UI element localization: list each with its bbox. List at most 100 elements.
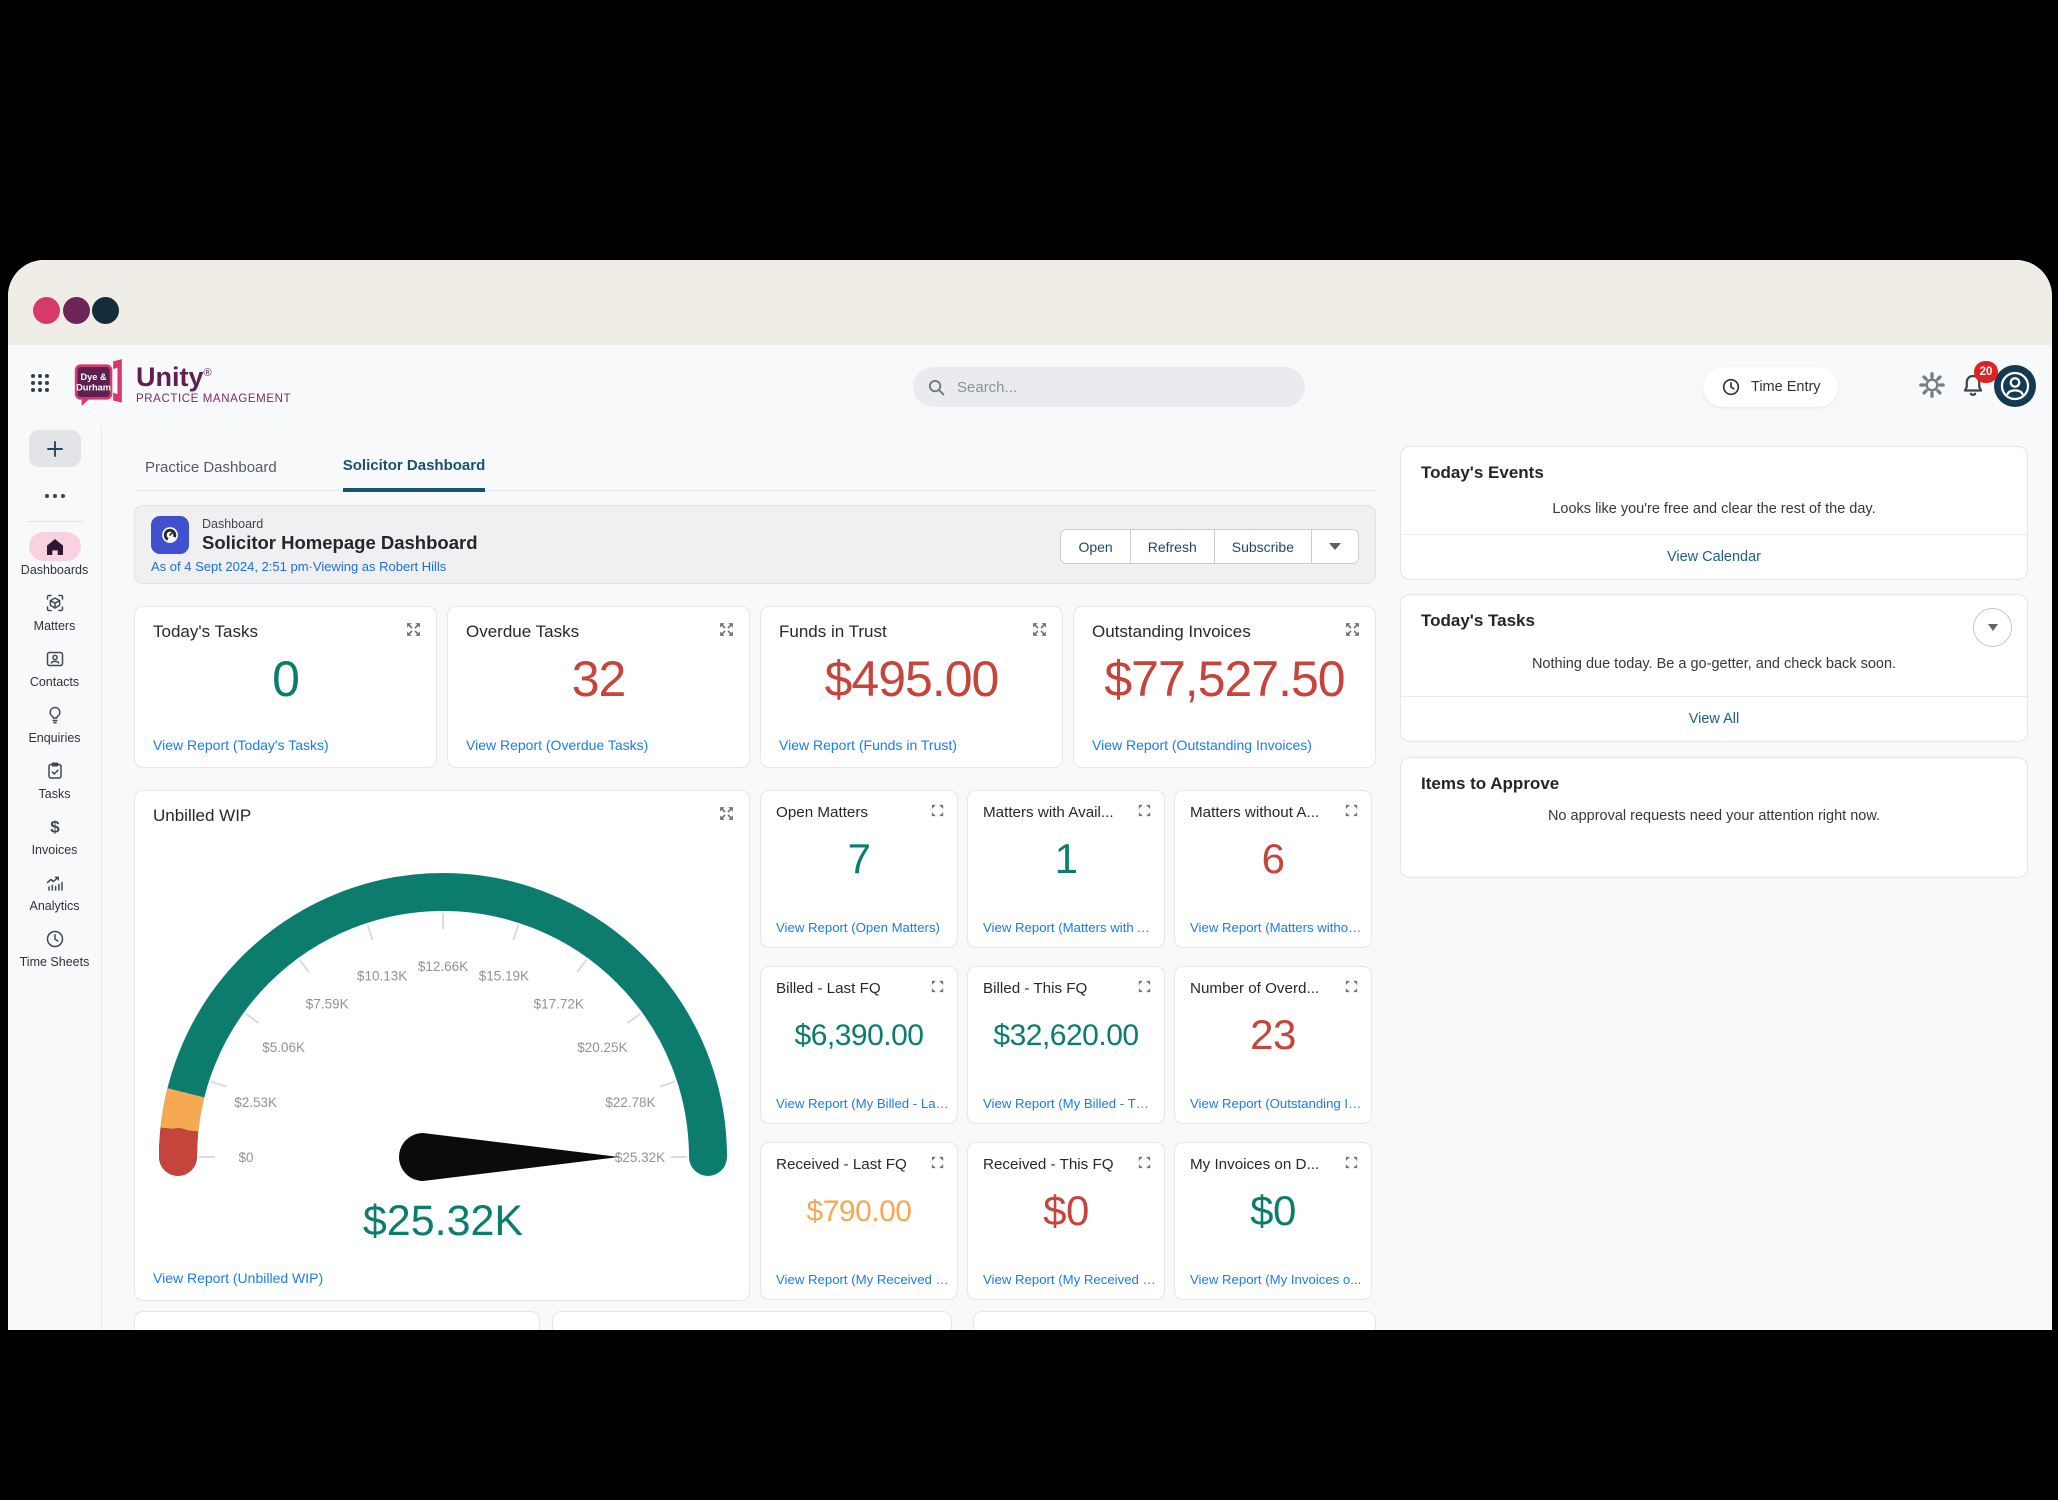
- open-button[interactable]: Open: [1061, 530, 1131, 563]
- sidebar-item-tasks[interactable]: Tasks: [8, 756, 101, 801]
- dye-durham-logo-icon: Dye & Durham: [74, 359, 122, 406]
- refresh-button[interactable]: Refresh: [1130, 530, 1215, 563]
- view-report-link[interactable]: View Report (Overdue Tasks): [466, 737, 649, 753]
- tab-solicitor-dashboard[interactable]: Solicitor Dashboard: [342, 457, 486, 492]
- sidebar-item-label: Enquiries: [28, 731, 81, 745]
- collapse-tasks-button[interactable]: [1973, 608, 2012, 647]
- expand-icon[interactable]: [930, 803, 945, 818]
- expand-icon[interactable]: [1344, 803, 1359, 818]
- expand-icon[interactable]: [1344, 621, 1361, 638]
- view-report-link[interactable]: View Report (Today's Tasks): [153, 737, 329, 753]
- todays-events-card: Today's Events Looks like you're free an…: [1400, 446, 2028, 580]
- sidebar-item-enquiries[interactable]: Enquiries: [8, 700, 101, 745]
- view-report-link[interactable]: View Report (Funds in Trust): [779, 737, 957, 753]
- sidebar-item-time-sheets[interactable]: Time Sheets: [8, 924, 101, 969]
- app-window: Dye & Durham Unity® PRACTICE MANAGEMENT …: [8, 260, 2052, 1330]
- analytics-icon: [46, 875, 63, 891]
- panel-footer: View Calendar: [1401, 534, 2027, 579]
- notification-count-badge: 20: [1974, 361, 1998, 383]
- items-to-approve-card: Items to Approve No approval requests ne…: [1400, 757, 2028, 878]
- expand-icon[interactable]: [1137, 979, 1152, 994]
- expand-icon[interactable]: [718, 805, 735, 822]
- settings-gear-icon[interactable]: [1918, 371, 1946, 399]
- minimize-window-button[interactable]: [63, 297, 90, 324]
- sidebar-add-button[interactable]: [28, 430, 81, 467]
- contacts-icon: [46, 651, 63, 666]
- sidebar-more-button[interactable]: [44, 489, 66, 503]
- empty-state-message: Looks like you're free and clear the res…: [1552, 500, 1876, 517]
- sidebar-item-analytics[interactable]: Analytics: [8, 868, 101, 913]
- expand-icon[interactable]: [1137, 803, 1152, 818]
- more-actions-dropdown[interactable]: [1312, 530, 1358, 563]
- user-avatar[interactable]: [1994, 365, 2036, 407]
- panel-title: Items to Approve: [1421, 774, 1560, 793]
- svg-text:Durham: Durham: [76, 383, 111, 393]
- view-report-link[interactable]: View Report (Matters with A...: [983, 920, 1156, 935]
- close-window-button[interactable]: [33, 297, 60, 324]
- brand-tagline: PRACTICE MANAGEMENT: [136, 393, 292, 405]
- kpi-value: 0: [272, 651, 300, 707]
- view-report-link[interactable]: View Report (Matters withou...: [1190, 920, 1363, 935]
- app-launcher-icon[interactable]: [30, 373, 50, 393]
- kpi-card-overdue-tasks: Overdue Tasks 32 View Report (Overdue Ta…: [447, 606, 750, 768]
- brand-logo: Dye & Durham Unity® PRACTICE MANAGEMENT: [74, 357, 291, 407]
- expand-icon[interactable]: [718, 621, 735, 638]
- metric-grid: Open Matters 7 View Report (Open Matters…: [760, 790, 1372, 1300]
- expand-icon[interactable]: [1344, 979, 1359, 994]
- search-input[interactable]: [955, 377, 1291, 397]
- view-report-link[interactable]: View Report (My Billed - Las...: [776, 1096, 949, 1111]
- maximize-window-button[interactable]: [92, 297, 119, 324]
- expand-icon[interactable]: [405, 621, 422, 638]
- svg-text:$22.78K: $22.78K: [605, 1095, 655, 1110]
- svg-text:$: $: [50, 817, 60, 836]
- svg-text:$2.53K: $2.53K: [234, 1095, 277, 1110]
- dashboard-as-of-link[interactable]: As of 4 Sept 2024, 2:51 pm·Viewing as Ro…: [151, 559, 447, 574]
- card-title: Received - This FQ: [983, 1156, 1114, 1173]
- registered-mark: ®: [203, 367, 212, 379]
- view-report-link[interactable]: View Report (My Received - ...: [983, 1272, 1156, 1287]
- metric-card-my-invoices-on-draft: My Invoices on D... $0 View Report (My I…: [1174, 1142, 1372, 1300]
- card-title: Funds in Trust: [779, 622, 887, 641]
- svg-text:$5.06K: $5.06K: [262, 1040, 305, 1055]
- sidebar-item-label: Time Sheets: [19, 955, 90, 969]
- expand-icon[interactable]: [1344, 1155, 1359, 1170]
- expand-icon[interactable]: [930, 1155, 945, 1170]
- kpi-card-outstanding-invoices: Outstanding Invoices $77,527.50 View Rep…: [1073, 606, 1376, 768]
- app-header: Dye & Durham Unity® PRACTICE MANAGEMENT …: [8, 345, 2052, 426]
- metric-card-received-last-fq: Received - Last FQ $790.00 View Report (…: [760, 1142, 958, 1300]
- view-report-link[interactable]: View Report (My Invoices o...: [1190, 1272, 1362, 1287]
- sidebar-item-contacts[interactable]: Contacts: [8, 644, 101, 689]
- partial-card: [973, 1311, 1376, 1330]
- view-all-link[interactable]: View All: [1688, 711, 1740, 727]
- view-calendar-link[interactable]: View Calendar: [1666, 549, 1762, 565]
- expand-icon[interactable]: [1031, 621, 1048, 638]
- view-report-link[interactable]: View Report (Unbilled WIP): [153, 1270, 324, 1286]
- view-report-link[interactable]: View Report (My Received -...: [776, 1272, 949, 1287]
- expand-icon[interactable]: [930, 979, 945, 994]
- kpi-value: $77,527.50: [1104, 651, 1345, 707]
- empty-state-message: Nothing due today. Be a go-getter, and c…: [1531, 655, 1897, 672]
- card-title: Billed - Last FQ: [776, 980, 881, 997]
- tab-practice-dashboard[interactable]: Practice Dashboard: [145, 459, 277, 476]
- sidebar-item-invoices[interactable]: $ Invoices: [8, 812, 101, 857]
- chevron-down-icon: [1987, 624, 1998, 631]
- card-title: Matters with Avail...: [983, 804, 1114, 821]
- time-entry-button[interactable]: Time Entry: [1703, 367, 1838, 407]
- svg-text:$7.59K: $7.59K: [306, 997, 349, 1012]
- sidebar-item-dashboards[interactable]: Dashboards: [8, 532, 101, 577]
- sidebar-item-matters[interactable]: Matters: [8, 588, 101, 633]
- sidebar-item-label: Matters: [33, 619, 76, 633]
- time-entry-label: Time Entry: [1751, 379, 1821, 395]
- expand-icon[interactable]: [1137, 1155, 1152, 1170]
- dashboard-header-card: Dashboard Solicitor Homepage Dashboard A…: [134, 505, 1376, 584]
- kpi-value: $495.00: [824, 651, 1000, 707]
- view-report-link[interactable]: View Report (Outstanding Invoices): [1092, 737, 1312, 753]
- view-report-link[interactable]: View Report (My Billed - Thi...: [983, 1096, 1156, 1111]
- sidebar-item-label: Dashboards: [20, 563, 89, 577]
- sidebar-item-label: Invoices: [31, 843, 78, 857]
- clock-icon: [1722, 378, 1740, 396]
- view-report-link[interactable]: View Report (Open Matters): [776, 920, 940, 935]
- view-report-link[interactable]: View Report (Outstanding In...: [1190, 1096, 1363, 1111]
- subscribe-button[interactable]: Subscribe: [1214, 530, 1312, 563]
- svg-text:$25.32K: $25.32K: [363, 1197, 524, 1245]
